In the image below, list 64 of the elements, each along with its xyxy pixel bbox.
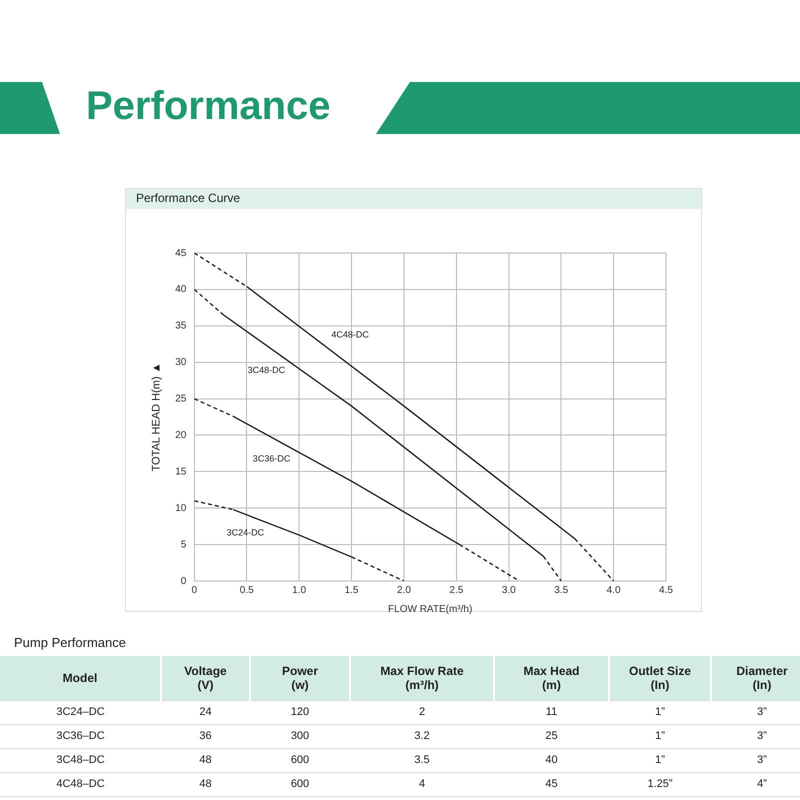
text: 3.2 [350,724,494,748]
x-tick-label: 2.5 [449,584,464,596]
text: Max Head (m) [494,656,609,700]
series-label: 3C36-DC [252,454,291,464]
text: 1” [609,724,711,748]
x-tick-label: 1.0 [292,584,307,596]
text: 2 [350,700,494,724]
x-tick-label: 3.5 [554,584,569,596]
text: 3C48–DC [0,748,161,772]
text: 48 [161,748,250,772]
text: 1.25” [609,772,711,796]
text: 3.5 [350,748,494,772]
y-tick-label: 5 [180,539,187,550]
y-axis-title: TOTAL HEAD H(m) ▲ [150,362,163,472]
series-label: 3C24-DC [226,527,265,538]
text: 3C36–DC [0,724,161,748]
y-tick-label: 15 [175,466,187,478]
series-label: 4C48-DC [331,329,370,340]
text: 48 [161,772,250,796]
text: 25 [494,724,609,748]
text: 40 [494,748,609,772]
chart-subtitle: Performance Curve [126,189,701,209]
text: 24 [161,700,250,724]
text: 3” [711,724,800,748]
text: 600 [250,772,350,796]
text: 600 [250,748,350,772]
text: 1” [609,748,711,772]
text: Model [0,656,161,700]
x-axis-title: FLOW RATE(m³/h) [388,604,472,615]
text: Diameter (In) [711,656,800,700]
chart-title: Performance [86,84,331,129]
text: 3” [711,748,800,772]
text: 4C48–DC [0,772,161,796]
x-tick-label: 1.5 [344,584,359,596]
text: 36 [161,724,250,748]
text: Power (w) [250,656,350,700]
y-tick-label: 35 [175,320,187,332]
text: 300 [250,724,350,748]
text: 4 [350,772,494,796]
text: Outlet Size (In) [609,656,711,700]
text: 3” [711,700,800,724]
text: 11 [494,700,609,724]
text: Pump Performance [13,634,127,652]
text: 4” [711,772,800,796]
y-tick-label: 0 [180,576,187,587]
text: 3C24–DC [0,700,161,724]
text: 1” [609,700,711,724]
text: 45 [494,772,609,796]
series-label: 3C48-DC [248,365,286,376]
y-tick-label: 25 [175,394,187,405]
x-tick-label: 4.0 [606,584,621,596]
x-tick-label: 3.0 [502,584,516,596]
text: 120 [250,700,350,724]
y-tick-label: 10 [175,502,187,514]
text: Max Flow Rate (m³/h) [350,656,494,700]
y-tick-label: 30 [175,357,187,368]
y-tick-label: 40 [175,284,187,296]
y-tick-label: 20 [175,430,187,441]
text: Voltage (V) [161,656,250,700]
x-tick-label: 2.0 [397,584,412,596]
x-tick-label: 4.5 [659,584,674,596]
x-tick-label: 0 [192,584,198,596]
y-tick-label: 45 [175,248,187,259]
x-tick-label: 0.5 [240,584,254,596]
